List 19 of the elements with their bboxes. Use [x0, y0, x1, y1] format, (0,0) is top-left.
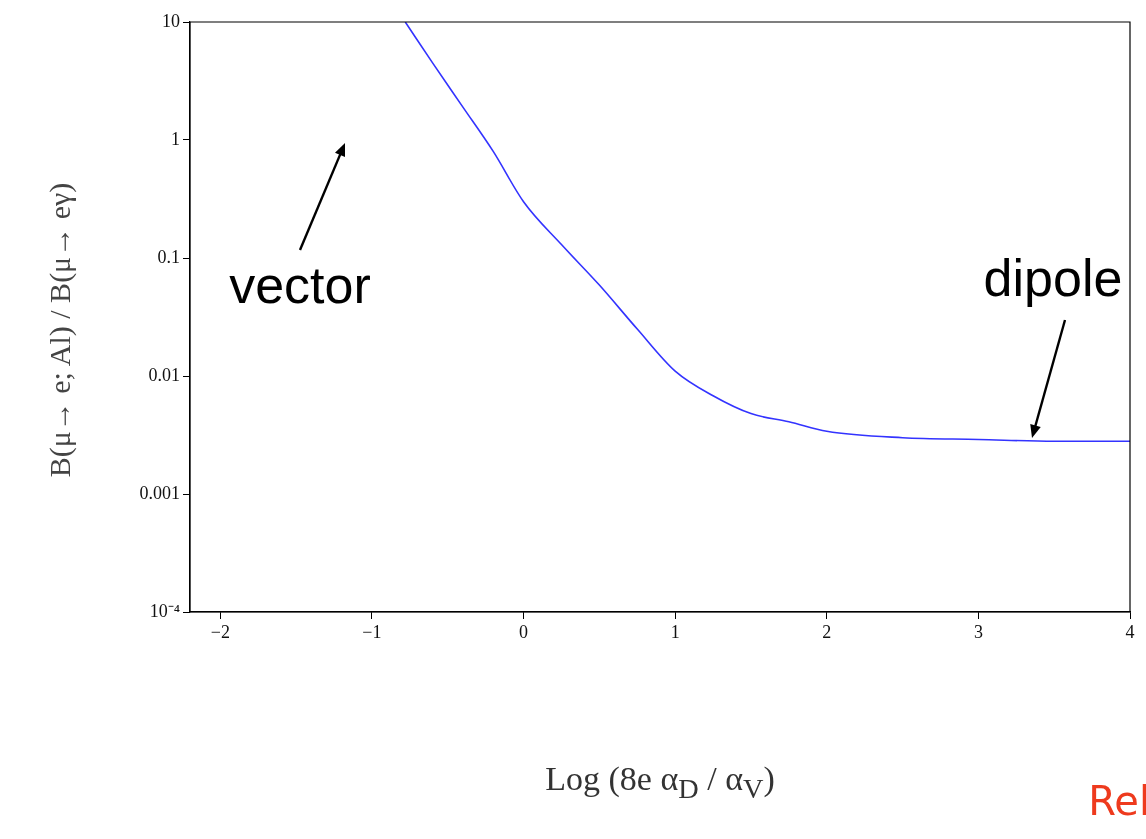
x-tick-label: 3 [973, 621, 983, 642]
y-tick-label: 0.01 [148, 364, 180, 385]
y-tick-label: 10⁻⁴ [149, 600, 180, 621]
y-tick-label: 0.1 [157, 246, 180, 267]
line-series [404, 22, 1130, 443]
x-axis-title: Log (8e α$_{D}$ / α$_{V}$) [545, 760, 775, 805]
x-tick-label: −1 [362, 621, 382, 642]
annotation: dipole [983, 248, 1123, 308]
y-tick-label: 10 [162, 10, 180, 31]
x-tick-label: 4 [1125, 621, 1135, 642]
annotation: vector [229, 255, 371, 315]
y-axis-title: B(μ→ e; Al) / B(μ→ eγ) [43, 182, 77, 478]
x-tick-label: 0 [519, 621, 529, 642]
x-tick-label: −2 [210, 621, 230, 642]
y-tick-label: 1 [171, 128, 180, 149]
y-tick-label: 0.001 [139, 482, 180, 503]
x-tick-label: 1 [670, 621, 680, 642]
text: Rel [1088, 778, 1146, 824]
x-tick-label: 2 [822, 621, 832, 642]
